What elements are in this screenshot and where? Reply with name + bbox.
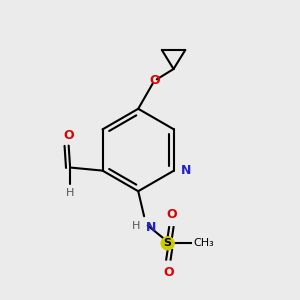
Text: O: O bbox=[163, 266, 174, 279]
Text: O: O bbox=[149, 74, 160, 87]
Text: H: H bbox=[132, 221, 140, 231]
Text: O: O bbox=[166, 208, 177, 221]
Text: N: N bbox=[146, 221, 156, 234]
Text: S: S bbox=[164, 238, 172, 248]
Text: O: O bbox=[63, 129, 74, 142]
Text: H: H bbox=[66, 188, 74, 198]
Text: CH₃: CH₃ bbox=[193, 238, 214, 248]
Text: N: N bbox=[180, 164, 191, 177]
Circle shape bbox=[161, 237, 174, 250]
